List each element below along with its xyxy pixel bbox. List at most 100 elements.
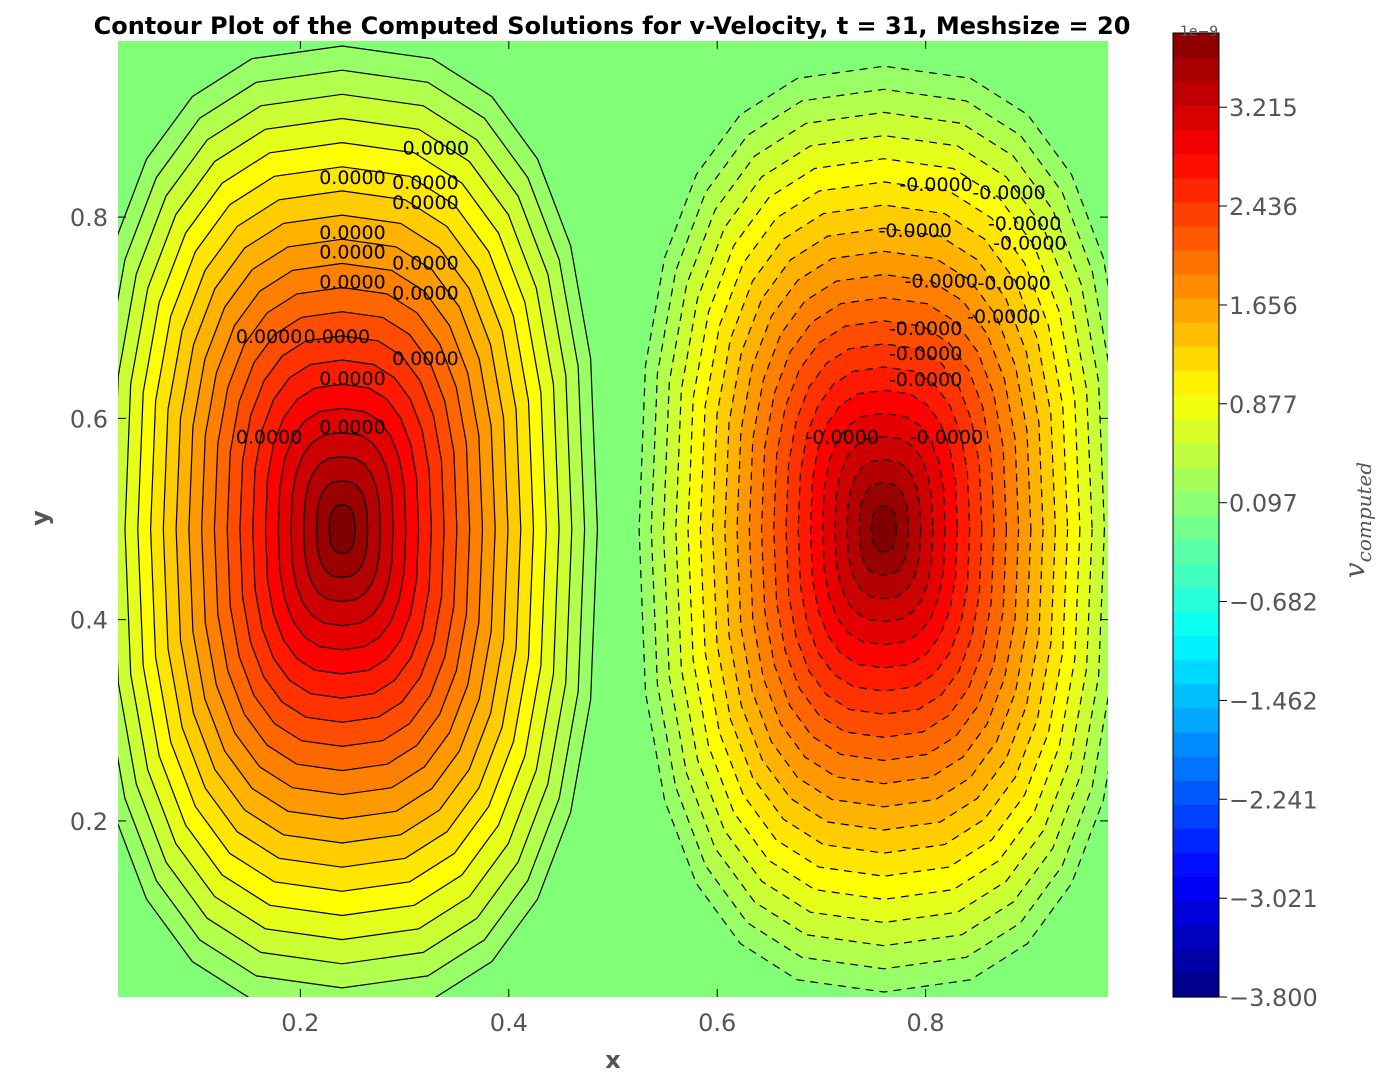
colorbar: 3.215 2.436 1.656 0.877 0.097 −0.682 −1.462 −2.… — [1172, 24, 1376, 1012]
contour-line-pos-2 — [118, 93, 573, 965]
contour-line-pos-18 — [315, 480, 369, 579]
colorbar-tick-label-9: −3.800 — [1229, 984, 1318, 1012]
colorbar-band-15 — [1173, 611, 1219, 637]
colorbar-band-27 — [1173, 322, 1219, 347]
colorbar-band-12 — [1173, 683, 1219, 709]
y-tick-label-3: 0.8 — [70, 204, 108, 232]
y-tick-label-0: 0.2 — [70, 808, 108, 836]
contour-label-10: 0.0000 — [304, 326, 370, 348]
colorbar-label-subscript: computed — [1352, 462, 1376, 563]
colorbar-band-31 — [1173, 225, 1219, 251]
contour-label-0: 0.0000 — [403, 138, 469, 160]
contour-label-18: -0.0000 — [879, 220, 952, 242]
contour-line-pos-8 — [188, 238, 496, 820]
contour-label-2: 0.0000 — [392, 172, 458, 194]
contour-line-neg-14 — [809, 389, 959, 669]
colorbar-band-30 — [1173, 249, 1219, 275]
contour-line-neg-13 — [797, 366, 971, 692]
colorbar-exponent: 1e−9 — [1180, 24, 1218, 40]
colorbar-band-20 — [1173, 490, 1219, 516]
contour-label-19: -0.0000 — [993, 232, 1066, 254]
contour-label-11: 0.0000 — [392, 348, 458, 370]
contour-line-pos-0 — [118, 45, 599, 997]
contour-label-21: -0.0000 — [905, 271, 978, 293]
colorbar-band-16 — [1173, 587, 1219, 612]
contour-label-22: -0.0000 — [967, 306, 1040, 328]
contour-line-neg-2 — [662, 111, 1106, 947]
colorbar-band-7 — [1173, 804, 1219, 829]
contour-line-neg-6 — [711, 204, 1057, 854]
contour-label-15: -0.0000 — [899, 174, 972, 196]
x-axis-label: x — [605, 1046, 621, 1074]
colorbar-band-13 — [1173, 659, 1219, 685]
colorbar-band-3 — [1173, 900, 1219, 926]
x-tick-label-0: 0.2 — [281, 1009, 319, 1037]
contour-line-neg-12 — [785, 343, 983, 715]
colorbar-band-22 — [1173, 442, 1219, 468]
x-tick-label-2: 0.6 — [698, 1009, 736, 1037]
contour-lines — [118, 45, 1108, 997]
colorbar-band-17 — [1173, 563, 1219, 588]
colorbar-band-19 — [1173, 515, 1219, 540]
colorbar-band-8 — [1173, 780, 1219, 805]
contour-line-neg-18 — [858, 482, 910, 577]
contour-line-neg-11 — [773, 320, 995, 739]
colorbar-band-25 — [1173, 370, 1219, 396]
colorbar-band-26 — [1173, 346, 1219, 371]
contour-line-pos-10 — [213, 286, 471, 772]
contour-label-27: -0.0000 — [910, 427, 983, 449]
colorbar-band-37 — [1173, 81, 1219, 106]
contour-label-1: 0.0000 — [319, 167, 385, 189]
colorbar-tick-label-2: 1.656 — [1229, 292, 1298, 320]
contour-line-pos-17 — [303, 455, 382, 603]
contour-fills — [118, 46, 1108, 997]
contour-line-pos-11 — [226, 311, 458, 748]
contour-label-8: 0.0000 — [392, 283, 458, 305]
colorbar-band-36 — [1173, 105, 1219, 130]
colorbar-band-29 — [1173, 274, 1219, 299]
colorbar-band-33 — [1173, 177, 1219, 203]
colorbar-band-2 — [1173, 924, 1219, 950]
contour-line-neg-4 — [687, 158, 1081, 901]
colorbar-band-6 — [1173, 828, 1219, 853]
x-tick-label-3: 0.8 — [907, 1009, 945, 1037]
colorbar-band-4 — [1173, 876, 1219, 902]
colorbar-label: vcomputed — [1338, 462, 1376, 578]
contour-label-12: 0.0000 — [319, 368, 385, 390]
contour-line-pos-13 — [252, 359, 433, 699]
contour-line-pos-3 — [124, 117, 560, 941]
contour-line-pos-19 — [328, 504, 356, 554]
contour-label-9: 0.0000 — [236, 326, 302, 348]
colorbar-ticks: 3.215 2.436 1.656 0.877 0.097 −0.682 −1.462 −2.… — [1219, 94, 1318, 1012]
colorbar-band-34 — [1173, 153, 1219, 179]
colorbar-band-1 — [1173, 948, 1219, 974]
contour-label-26: -0.0000 — [806, 427, 879, 449]
contour-label-14: 0.0000 — [319, 416, 385, 438]
contour-fill-pos-19 — [329, 504, 355, 554]
contour-line-neg-1 — [650, 88, 1108, 970]
y-tick-label-1: 0.4 — [70, 607, 108, 635]
colorbar-band-18 — [1173, 539, 1219, 564]
contour-line-neg-9 — [748, 273, 1020, 785]
x-axis: 0.2 0.4 0.6 0.8 — [281, 41, 945, 1037]
contour-line-neg-16 — [834, 435, 934, 623]
contour-label-16: -0.0000 — [972, 182, 1045, 204]
colorbar-band-35 — [1173, 129, 1219, 155]
colorbar-tick-label-7: −2.241 — [1229, 786, 1318, 814]
colorbar-band-10 — [1173, 731, 1219, 757]
contour-label-13: 0.0000 — [236, 427, 302, 449]
contour-line-neg-0 — [638, 65, 1108, 993]
colorbar-tick-label-1: 2.436 — [1229, 193, 1298, 221]
colorbar-band-32 — [1173, 201, 1219, 227]
contour-line-pos-9 — [200, 262, 484, 796]
colorbar-frame — [1172, 32, 1220, 998]
colorbar-band-39 — [1173, 33, 1219, 58]
contour-line-pos-4 — [137, 141, 547, 917]
colorbar-band-21 — [1173, 466, 1219, 492]
x-tick-label-1: 0.4 — [490, 1009, 528, 1037]
colorbar-band-14 — [1173, 635, 1219, 661]
contour-label-5: 0.0000 — [319, 241, 385, 263]
contour-line-neg-10 — [760, 296, 1008, 762]
colorbar-bands — [1173, 33, 1219, 998]
